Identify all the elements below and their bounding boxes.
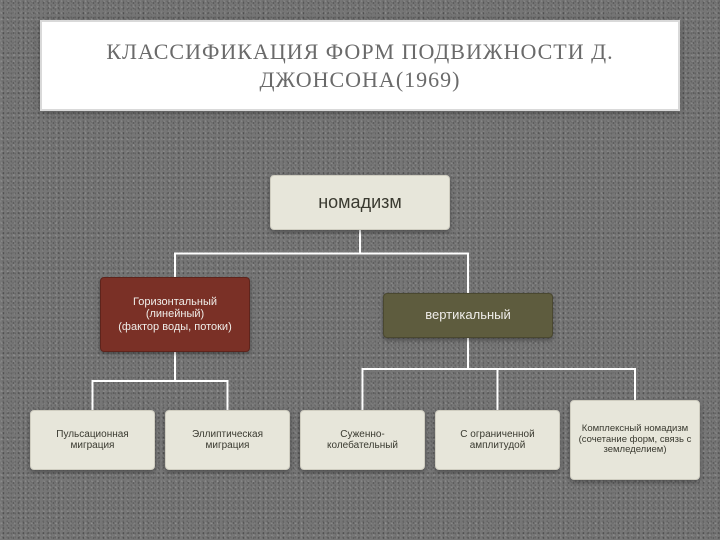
tree-node: Комплексный номадизм (сочетание форм, св… bbox=[570, 400, 700, 480]
node-label: Комплексный номадизм (сочетание форм, св… bbox=[577, 424, 693, 457]
tree-node: Горизонтальный (линейный) (фактор воды, … bbox=[100, 277, 250, 352]
tree-node: номадизм bbox=[270, 175, 450, 230]
node-label: Горизонтальный (линейный) (фактор воды, … bbox=[107, 296, 243, 334]
node-label: вертикальный bbox=[390, 308, 546, 323]
node-label: Суженно-колебательный bbox=[307, 429, 418, 452]
node-label: номадизм bbox=[277, 192, 443, 213]
node-label: Эллиптическая миграция bbox=[172, 429, 283, 452]
tree-node: вертикальный bbox=[383, 293, 553, 338]
connector bbox=[175, 230, 360, 277]
tree-node: Эллиптическая миграция bbox=[165, 410, 290, 470]
connector bbox=[363, 338, 469, 410]
tree-node: С ограниченной амплитудой bbox=[435, 410, 560, 470]
slide: КЛАССИФИКАЦИЯ ФОРМ ПОДВИЖНОСТИ Д. ДЖОНСО… bbox=[0, 0, 720, 540]
tree-node: Суженно-колебательный bbox=[300, 410, 425, 470]
node-label: Пульсационная миграция bbox=[37, 429, 148, 452]
connector bbox=[360, 230, 468, 293]
connector bbox=[468, 338, 635, 400]
connector bbox=[93, 352, 176, 410]
connector bbox=[468, 338, 498, 410]
connector bbox=[175, 352, 228, 410]
tree-node: Пульсационная миграция bbox=[30, 410, 155, 470]
node-label: С ограниченной амплитудой bbox=[442, 429, 553, 452]
